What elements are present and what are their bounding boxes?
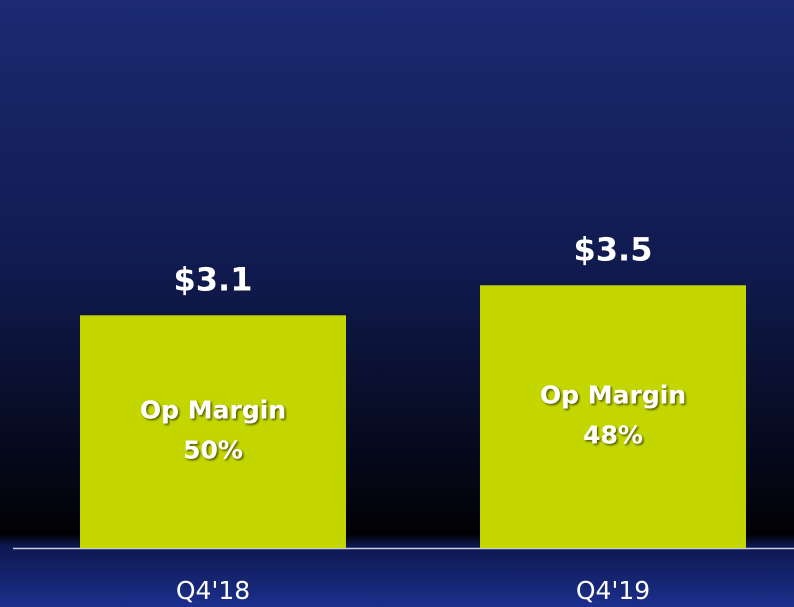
bar-annotation: 48% xyxy=(583,421,643,450)
bar-annotation: Op Margin xyxy=(140,396,286,425)
bar xyxy=(80,315,346,548)
value-label: $3.5 xyxy=(574,230,653,268)
value-label: $3.1 xyxy=(174,260,253,298)
bar xyxy=(480,285,746,548)
bar-annotation: Op Margin xyxy=(540,381,686,410)
x-tick-label: Q4'18 xyxy=(176,576,250,605)
x-tick-label: Q4'19 xyxy=(576,576,650,605)
bar-annotation: 50% xyxy=(183,436,243,465)
